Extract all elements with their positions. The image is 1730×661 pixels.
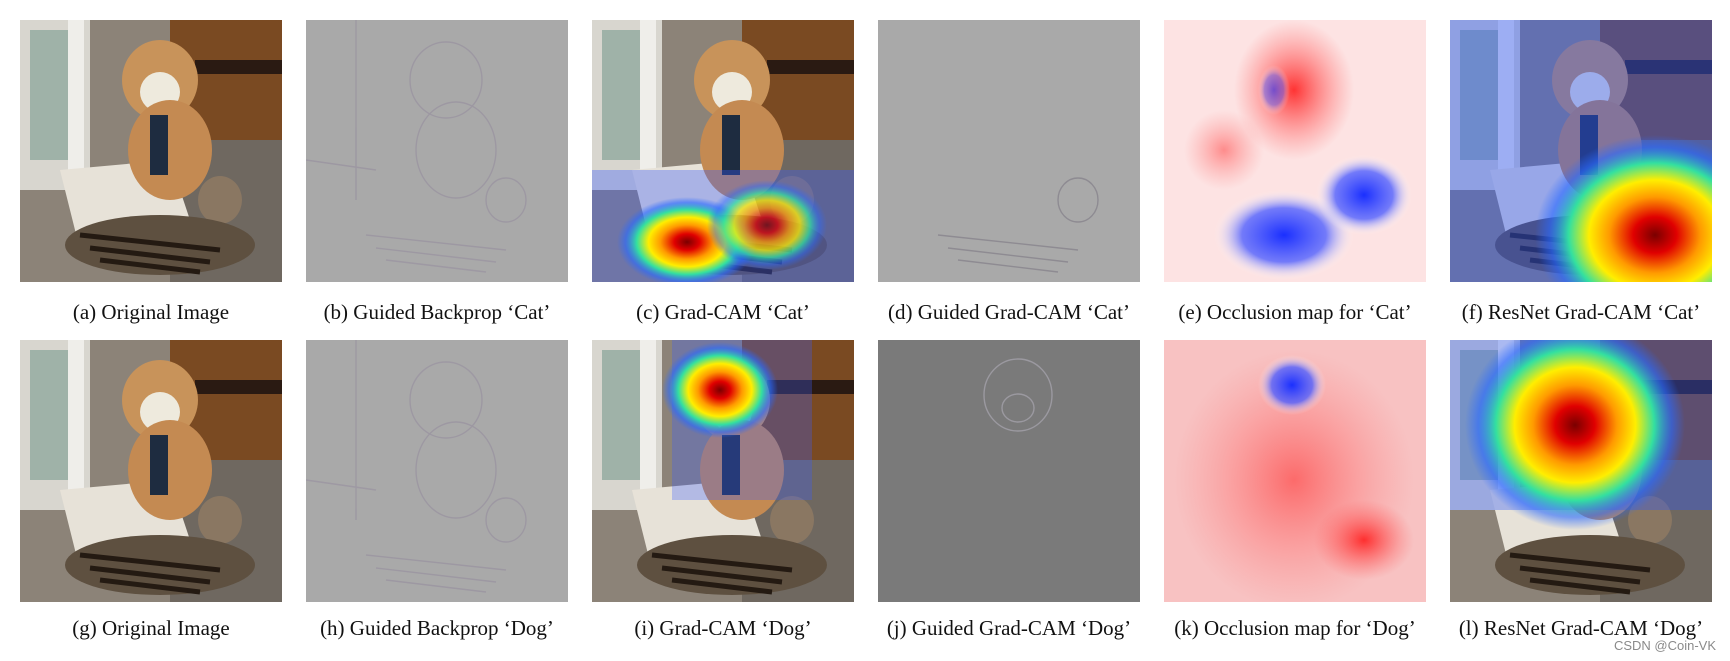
- panel-d-guided-gradcam-cat: [878, 20, 1140, 282]
- caption-b: (b) Guided Backprop ‘Cat’: [323, 300, 551, 324]
- caption-i: (i) Grad-CAM ‘Dog’: [634, 616, 812, 640]
- panel-h-guided-backprop-dog: [306, 340, 568, 602]
- panel-i-gradcam-dog: [592, 340, 854, 602]
- caption-d: (d) Guided Grad-CAM ‘Cat’: [887, 300, 1131, 324]
- panel-l-resnet-gradcam-dog: [1450, 340, 1712, 602]
- caption-j: (j) Guided Grad-CAM ‘Dog’: [886, 616, 1132, 640]
- panel-f-resnet-gradcam-cat: [1450, 20, 1712, 282]
- panel-g-original-image: [20, 340, 282, 602]
- caption-g: (g) Original Image: [72, 616, 230, 640]
- caption-e: (e) Occlusion map for ‘Cat’: [1178, 300, 1412, 324]
- caption-f: (f) ResNet Grad-CAM ‘Cat’: [1461, 300, 1701, 324]
- watermark: CSDN @Coin-VK: [1613, 638, 1716, 653]
- caption-a: (a) Original Image: [72, 300, 230, 324]
- caption-c: (c) Grad-CAM ‘Cat’: [636, 300, 810, 324]
- panel-k-occlusion-map-dog: [1164, 340, 1426, 602]
- caption-k: (k) Occlusion map for ‘Dog’: [1174, 616, 1416, 640]
- panel-a-original-image: [20, 20, 282, 282]
- caption-l: (l) ResNet Grad-CAM ‘Dog’: [1458, 616, 1704, 640]
- caption-h: (h) Guided Backprop ‘Dog’: [320, 616, 554, 640]
- panel-b-guided-backprop-cat: [306, 20, 568, 282]
- panel-e-occlusion-map-cat: [1164, 20, 1426, 282]
- panel-j-guided-gradcam-dog: [878, 340, 1140, 602]
- panel-c-gradcam-cat: [592, 20, 854, 282]
